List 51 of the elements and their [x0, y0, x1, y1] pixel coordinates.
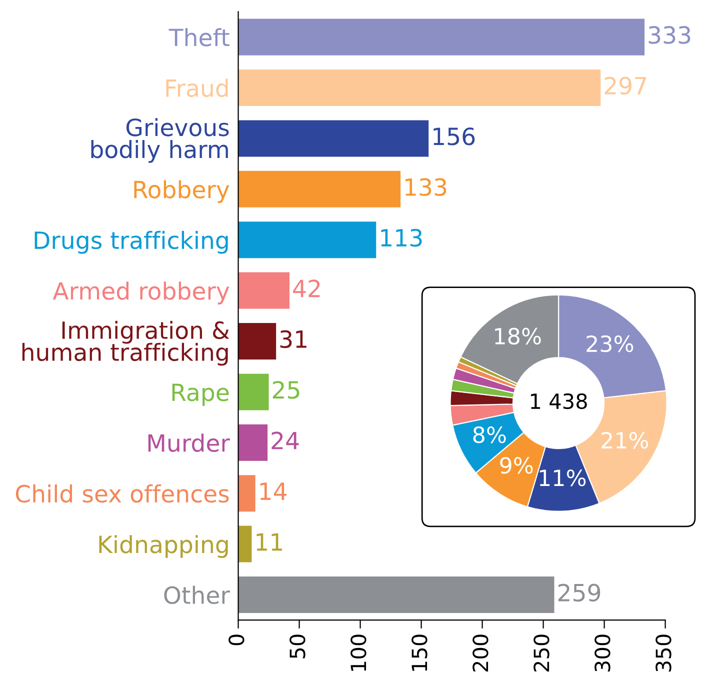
bar	[238, 374, 269, 410]
data-label: 11	[256, 533, 282, 551]
data-label: 42	[293, 280, 320, 298]
y-tick-label: Immigration & human trafficking	[22, 320, 230, 366]
y-tick-label: Other	[164, 586, 230, 604]
y-tick-label: Robbery	[134, 180, 230, 204]
data-label: 8%	[473, 426, 506, 444]
bar	[238, 18, 645, 56]
x-tick-label: 50	[290, 634, 306, 658]
x-tick-label: 300	[594, 634, 610, 672]
bar	[238, 526, 252, 562]
bar	[238, 475, 256, 512]
data-label: 21%	[602, 432, 648, 449]
y-tick-label: Fraud	[166, 78, 228, 98]
y-tick-label: Theft	[168, 28, 230, 46]
data-label: 31	[280, 330, 306, 348]
annotation: 1 438	[530, 393, 587, 410]
bar	[238, 272, 290, 309]
x-tick-label: 0	[228, 634, 244, 646]
y-tick-label: Kidnapping	[99, 535, 228, 558]
bar	[238, 120, 429, 157]
x-tick-label: 100	[350, 634, 366, 671]
data-label: 24	[272, 432, 299, 450]
y-tick-label: Drugs trafficking	[34, 230, 228, 254]
data-label: 18%	[495, 328, 541, 345]
bar	[238, 576, 554, 613]
data-label: 14	[260, 482, 286, 500]
data-label: 23%	[586, 335, 634, 352]
x-tick-label: 250	[534, 634, 550, 672]
y-tick-label: Armed robbery	[52, 282, 230, 304]
data-label: 156	[434, 127, 475, 146]
data-label: 133	[406, 178, 446, 196]
data-label: 25	[272, 380, 300, 399]
y-tick-label: Grievous bodily harm	[91, 118, 229, 163]
bar	[238, 323, 276, 360]
x-tick-label: 200	[472, 634, 488, 672]
data-label: 9%	[500, 456, 533, 474]
bar	[238, 222, 376, 258]
x-tick-label: 150	[412, 634, 428, 671]
x-tick-label: 350	[656, 634, 672, 672]
y-tick-label: Rape	[172, 384, 229, 406]
y-tick-label: Murder	[148, 434, 230, 452]
bar	[238, 170, 401, 208]
y-tick-label: Child sex offences	[16, 484, 229, 503]
data-label: 259	[558, 584, 600, 602]
data-label: 11%	[540, 469, 586, 486]
bar	[238, 424, 268, 461]
data-label: 333	[648, 26, 690, 44]
data-label: 113	[381, 228, 422, 247]
data-label: 297	[604, 76, 646, 95]
bar	[238, 70, 601, 106]
